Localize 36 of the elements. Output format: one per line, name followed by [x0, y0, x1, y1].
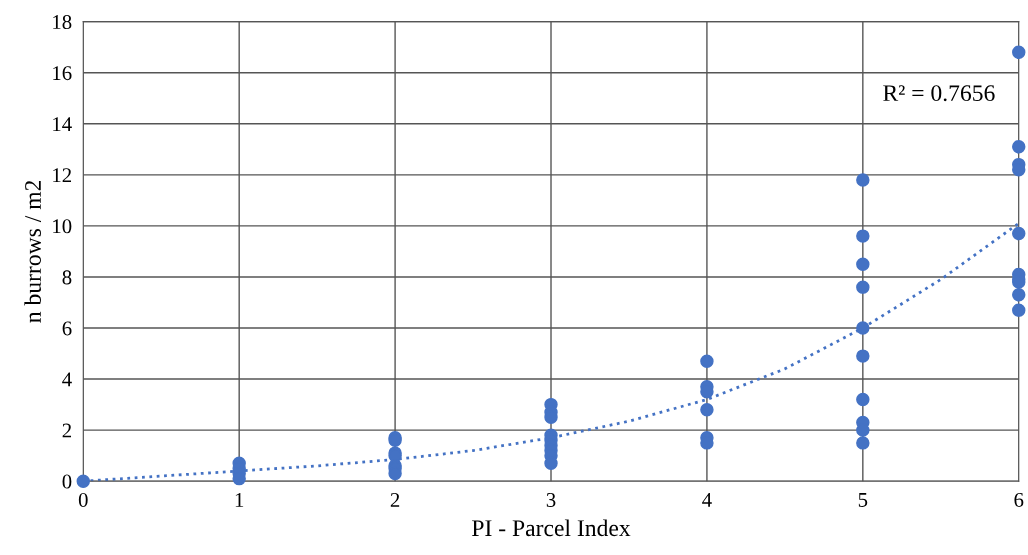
y-tick-label: 14 — [53, 117, 72, 131]
point — [1012, 288, 1026, 302]
y-tick-label: 4 — [62, 372, 72, 387]
x-tick-label: 5 — [858, 493, 868, 507]
point — [856, 349, 870, 363]
point — [1012, 303, 1026, 317]
y-axis-title: n burrows / m2 — [24, 180, 41, 323]
y-tick-label: 16 — [53, 66, 72, 81]
point — [856, 392, 870, 407]
point — [856, 257, 870, 271]
y-tick-label: 2 — [62, 423, 72, 438]
point — [1012, 140, 1026, 154]
point — [700, 402, 714, 417]
y-tick-label: 12 — [53, 168, 72, 183]
point — [700, 354, 714, 368]
point — [1012, 45, 1026, 59]
y-tick-label: 18 — [53, 15, 72, 30]
y-tick-label: 8 — [62, 270, 72, 285]
point — [856, 280, 870, 294]
point — [856, 229, 870, 243]
x-tick-label: 0 — [78, 492, 88, 507]
point — [856, 321, 870, 335]
y-tick-label: 10 — [53, 219, 72, 234]
x-tick-label: 6 — [1014, 492, 1024, 507]
annotation: R² = 0.7656 — [883, 85, 995, 102]
y-tick-label: 6 — [62, 321, 72, 336]
point — [856, 436, 870, 450]
y-tick-label: 0 — [62, 474, 72, 489]
x-tick-label: 4 — [702, 493, 712, 507]
x-tick-label: 2 — [390, 492, 400, 507]
point — [1012, 226, 1026, 241]
x-tick-label: 3 — [546, 492, 556, 507]
x-tick-label: 1 — [235, 493, 244, 507]
x-axis-title: PI - Parcel Index — [472, 519, 631, 537]
point — [76, 474, 90, 488]
point — [856, 173, 870, 187]
